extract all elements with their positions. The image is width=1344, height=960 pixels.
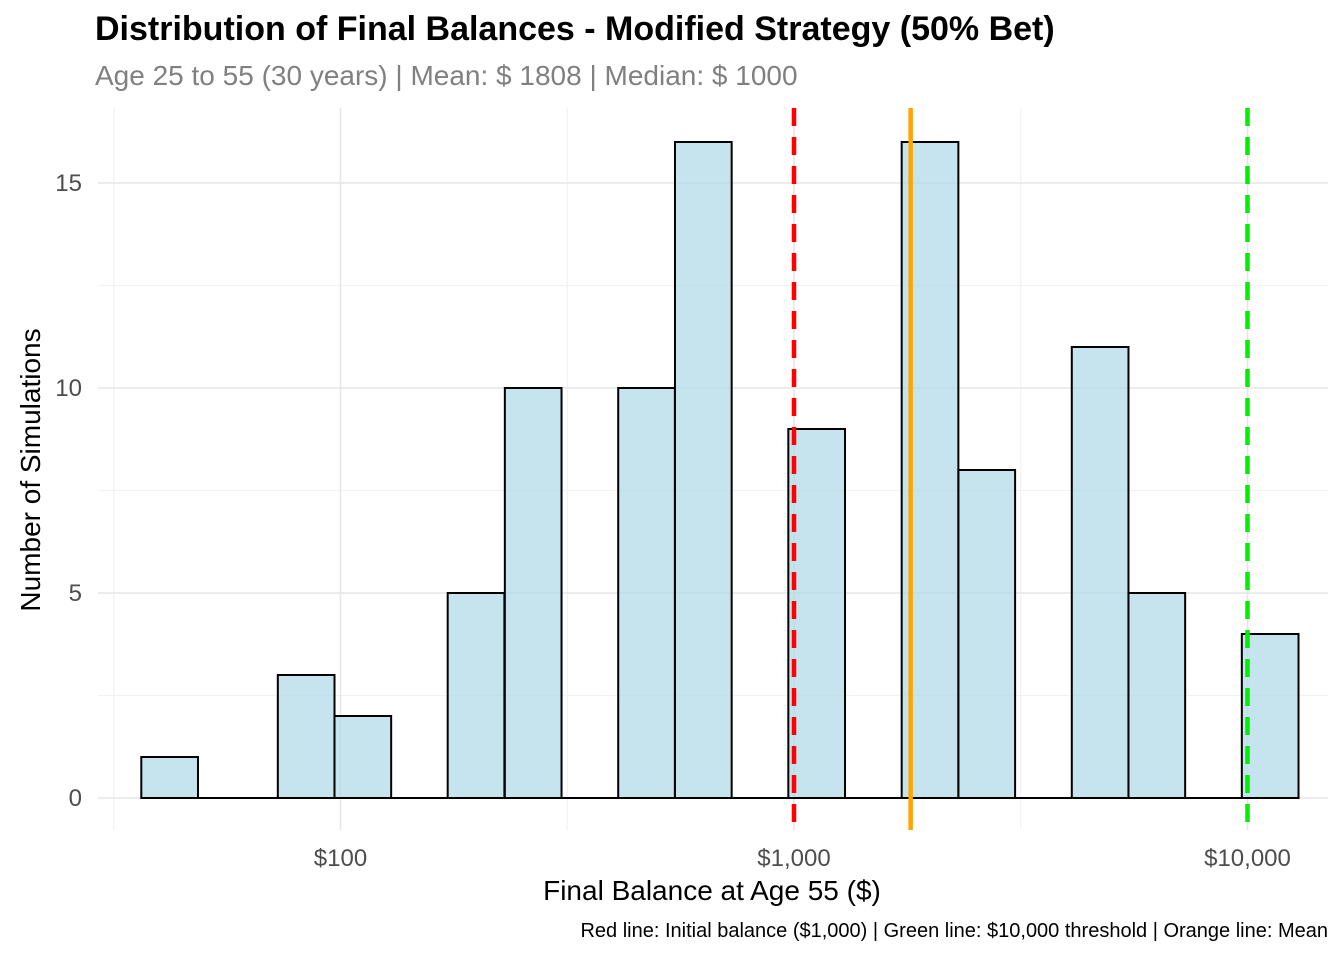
y-tick-label: 10 — [55, 375, 82, 402]
histogram-bars — [140, 141, 1300, 799]
y-tick-label: 0 — [69, 785, 82, 812]
y-tick-label: 5 — [69, 580, 82, 607]
histogram-bar — [446, 592, 506, 799]
histogram-bar — [1127, 592, 1187, 799]
histogram-bar — [140, 756, 199, 799]
x-tick-label: $10,000 — [1204, 845, 1291, 872]
x-axis-label: Final Balance at Age 55 ($) — [543, 875, 881, 906]
histogram-bar — [673, 141, 733, 799]
histogram-bar — [787, 428, 847, 799]
x-tick-labels: $100 $1,000 $10,000 — [314, 845, 1291, 872]
histogram-bar — [333, 715, 393, 799]
y-tick-labels: 0 5 10 15 — [55, 170, 82, 812]
histogram-bar — [503, 387, 563, 799]
x-tick-label: $100 — [314, 845, 367, 872]
histogram-bar — [276, 674, 336, 799]
x-tick-label: $1,000 — [757, 845, 830, 872]
chart-caption: Red line: Initial balance ($1,000) | Gre… — [580, 920, 1328, 942]
histogram-bar — [617, 387, 676, 799]
histogram-bar — [957, 469, 1017, 799]
histogram-bar — [1070, 346, 1130, 799]
chart-title: Distribution of Final Balances - Modifie… — [95, 10, 1055, 48]
y-axis-label: Number of Simulations — [15, 328, 46, 611]
reference-lines — [791, 108, 1250, 830]
chart-subtitle: Age 25 to 55 (30 years) | Mean: $ 1808 |… — [95, 60, 798, 91]
histogram-bar — [1240, 633, 1300, 799]
y-tick-label: 15 — [55, 170, 82, 197]
